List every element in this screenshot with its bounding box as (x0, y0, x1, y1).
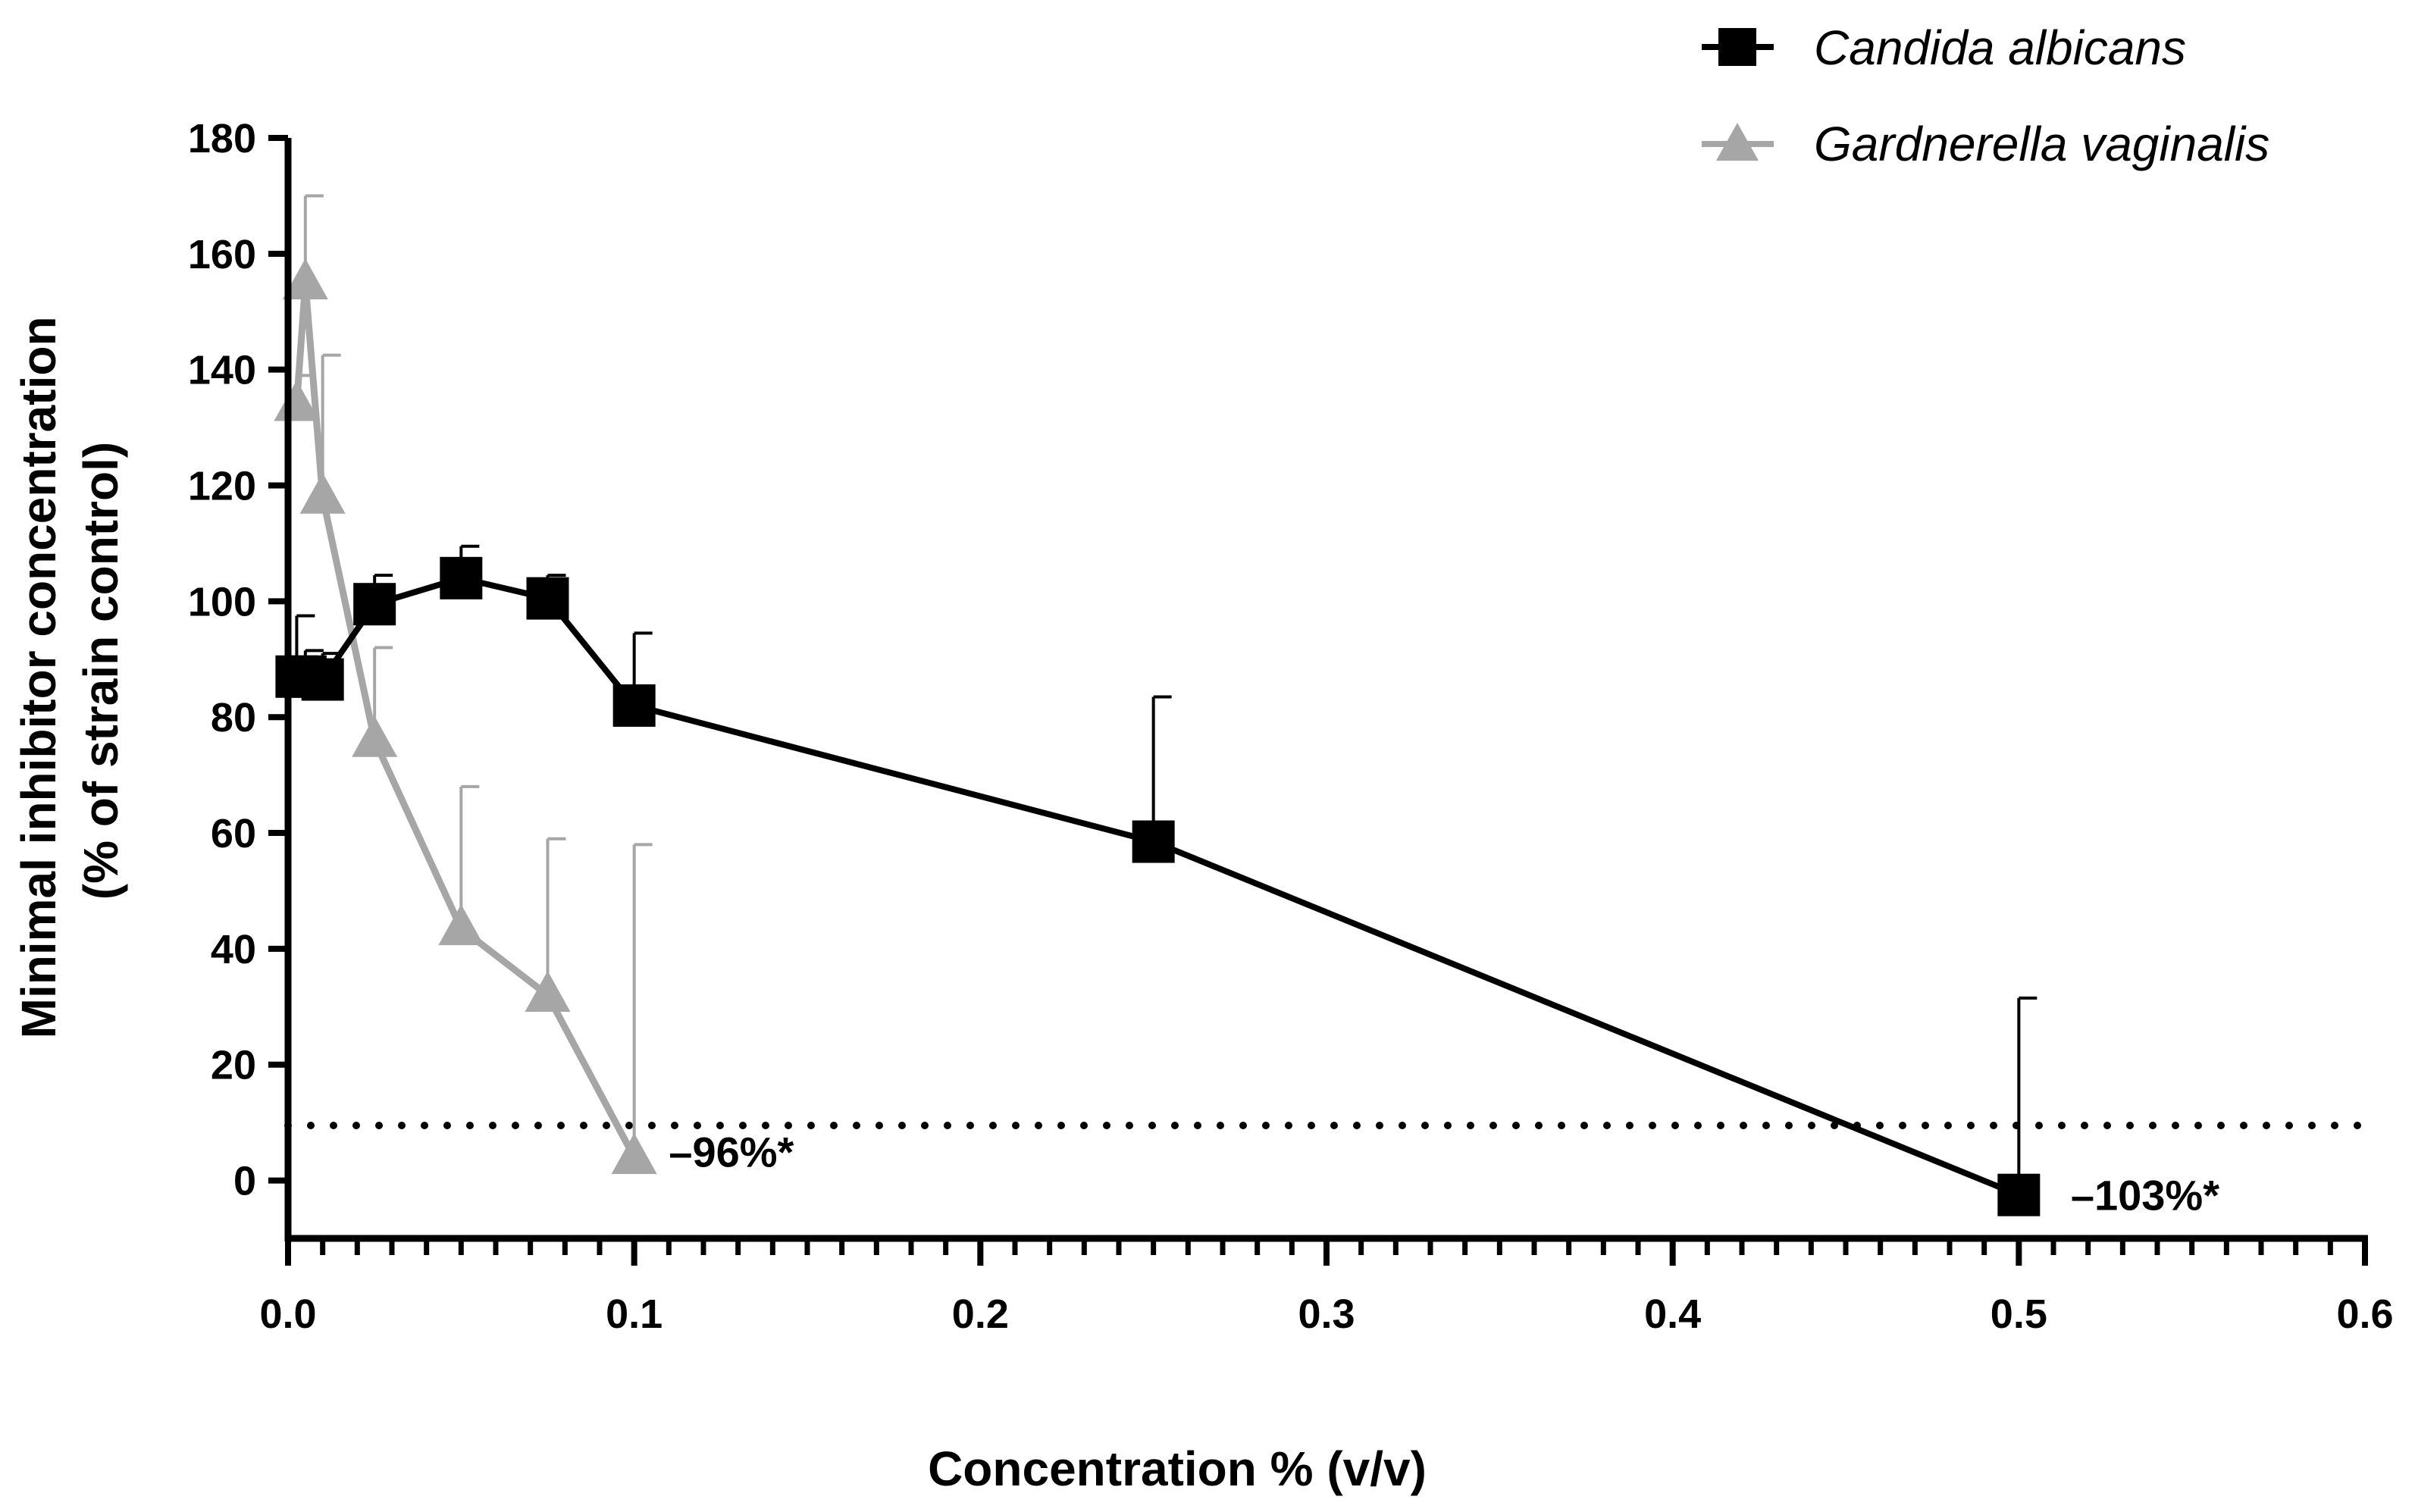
annotation-label: –103%* (2071, 1172, 2219, 1219)
y-axis-title-line-1: Minimal inhibitor concentration (11, 316, 66, 1038)
x-tick-label: 0.3 (1298, 1291, 1355, 1337)
legend-entry-gardnerella: Gardnerella vaginalis (1702, 117, 2269, 171)
x-tick-label: 0.0 (259, 1291, 316, 1337)
x-axis-title: Concentration % (v/v) (928, 1442, 1427, 1496)
y-tick-label: 0 (233, 1159, 256, 1204)
data-point (352, 715, 398, 757)
data-point (526, 577, 569, 620)
series-candida (275, 544, 2041, 1216)
x-tick-label: 0.5 (1991, 1291, 2047, 1337)
data-point (525, 971, 571, 1013)
series-line (296, 574, 2020, 1198)
series-layer (274, 194, 2041, 1216)
annotations: –96%* –103%* (669, 1128, 2219, 1219)
y-axis-title-line-2: (% of strain control) (74, 442, 128, 900)
y-tick-label: 120 (188, 464, 256, 509)
series-gardnerella (274, 194, 657, 1175)
data-point (611, 1133, 657, 1175)
legend-marker-candida (1718, 28, 1756, 66)
x-tick-label: 0.2 (952, 1291, 1009, 1337)
data-point (438, 904, 484, 946)
legend: Candida albicans Gardnerella vaginalis (1702, 20, 2269, 171)
data-point (299, 472, 346, 514)
legend-marker-gardnerella (1716, 123, 1759, 161)
y-axis-title: Minimal inhibitor concentration (% of st… (11, 303, 128, 1039)
y-tick-label: 20 (211, 1043, 256, 1088)
axes (268, 135, 2368, 1266)
y-tick-label: 40 (211, 927, 256, 972)
y-tick-label: 100 (188, 579, 256, 625)
y-tick-label: 140 (188, 348, 256, 393)
legend-label-candida: Candida albicans (1814, 20, 2186, 75)
x-tick-label: 0.1 (606, 1291, 662, 1337)
data-point (282, 258, 328, 300)
data-point (353, 583, 396, 626)
data-point (1132, 820, 1175, 863)
series-line (293, 279, 637, 1160)
x-tick-label: 0.6 (2336, 1291, 2393, 1337)
y-tick-label: 160 (188, 232, 256, 277)
data-point (301, 658, 344, 701)
y-tick-label: 60 (211, 811, 256, 856)
y-tick-label: 80 (211, 695, 256, 740)
data-point (440, 556, 483, 599)
data-point (612, 684, 656, 727)
x-tick-label: 0.4 (1644, 1291, 1701, 1337)
data-point (1997, 1173, 2041, 1216)
legend-label-gardnerella: Gardnerella vaginalis (1814, 117, 2269, 171)
tick-labels: 0 20 40 60 80 100 120 140 160 180 0.0 0.1 0.2 0.3 0.4 0… (188, 116, 2394, 1337)
annotation-label: –96%* (669, 1128, 794, 1175)
y-tick-label: 180 (188, 116, 256, 161)
legend-entry-candida: Candida albicans (1702, 20, 2186, 75)
